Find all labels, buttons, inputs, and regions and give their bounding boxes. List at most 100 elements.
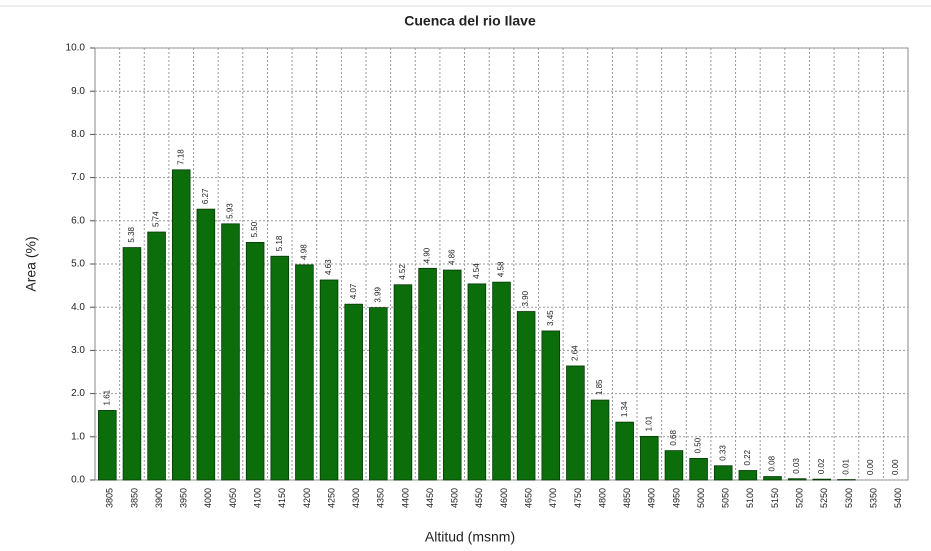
- bar: [122, 247, 142, 481]
- x-tick-label: 4050: [228, 488, 238, 508]
- x-tick-label: 5300: [844, 488, 854, 508]
- bar: [98, 410, 117, 481]
- value-label: 0.00: [891, 459, 900, 475]
- x-tick-label: 3850: [129, 488, 139, 508]
- bar: [787, 478, 807, 481]
- bar: [418, 267, 437, 481]
- y-tick-label: 8.0: [71, 129, 85, 140]
- bar: [689, 457, 708, 481]
- bar: [344, 303, 363, 481]
- bar: [221, 223, 240, 481]
- value-label: 0.68: [669, 430, 678, 446]
- value-label: 0.01: [842, 458, 851, 474]
- value-label: 0.33: [718, 445, 727, 461]
- value-label: 5.18: [275, 235, 284, 251]
- x-tick-label: 4750: [573, 488, 583, 508]
- value-label: 3.99: [373, 287, 382, 303]
- x-tick-label: 4950: [671, 488, 681, 508]
- value-label: 0.22: [743, 449, 752, 465]
- bar: [393, 284, 413, 481]
- value-label: 6.27: [201, 188, 210, 204]
- bar: [590, 399, 610, 481]
- y-tick-label: 6.0: [71, 215, 85, 226]
- value-label: 0.08: [768, 455, 777, 471]
- x-tick-label: 3950: [179, 488, 189, 508]
- chart-title: Cuenca del rio Ilave: [404, 13, 536, 29]
- bar: [369, 307, 388, 481]
- x-tick-label: 4600: [499, 488, 509, 508]
- value-label: 4.54: [472, 263, 481, 279]
- value-label: 1.01: [644, 415, 653, 431]
- x-tick-label: 4400: [400, 488, 410, 508]
- x-tick-label: 4200: [302, 488, 312, 508]
- value-label: 1.85: [595, 379, 604, 395]
- x-tick-label: 5400: [893, 488, 903, 508]
- bar: [738, 470, 758, 481]
- value-label: 4.98: [300, 244, 309, 260]
- bar: [270, 255, 290, 481]
- bar: [812, 478, 832, 481]
- y-tick-label: 0.0: [71, 475, 85, 486]
- bar: [245, 241, 265, 481]
- value-label: 0.03: [792, 458, 801, 474]
- value-label: 0.50: [694, 437, 703, 453]
- x-tick-label: 4500: [450, 488, 460, 508]
- value-label: 5.93: [226, 203, 235, 219]
- x-tick-label: 5350: [868, 488, 878, 508]
- x-tick-label: 4800: [597, 488, 607, 508]
- x-tick-label: 5200: [795, 488, 805, 508]
- value-label: 4.52: [398, 264, 407, 280]
- value-label: 4.90: [423, 247, 432, 263]
- y-tick-label: 9.0: [71, 86, 85, 97]
- bar: [492, 281, 511, 481]
- value-label: 0.02: [817, 458, 826, 474]
- bar: [516, 311, 536, 481]
- x-tick-label: 4250: [326, 488, 336, 508]
- bar: [467, 283, 487, 481]
- value-label: 1.34: [620, 401, 629, 417]
- value-label: 4.58: [497, 261, 506, 277]
- bar: [640, 435, 659, 481]
- value-label: 2.64: [571, 345, 580, 361]
- y-tick-label: 4.0: [71, 302, 85, 313]
- value-label: 0.00: [866, 459, 875, 475]
- y-tick-label: 1.0: [71, 431, 85, 442]
- x-tick-label: 4100: [253, 488, 263, 508]
- bar: [442, 269, 462, 481]
- bar: [713, 465, 733, 481]
- x-tick-label: 5050: [721, 488, 731, 508]
- bar: [295, 264, 314, 481]
- bar: [196, 208, 216, 481]
- bar: [541, 330, 561, 481]
- x-tick-label: 5100: [745, 488, 755, 508]
- x-tick-label: 4150: [277, 488, 287, 508]
- value-label: 4.63: [324, 259, 333, 275]
- value-label: 1.61: [102, 389, 111, 405]
- bar: [566, 365, 585, 481]
- y-tick-label: 7.0: [71, 172, 85, 183]
- x-tick-label: 3900: [154, 488, 164, 508]
- x-axis-label: Altitud (msnm): [425, 529, 515, 545]
- y-axis-label: Area (%): [23, 236, 39, 291]
- value-label: 5.38: [127, 226, 136, 242]
- bar: [615, 421, 634, 481]
- x-tick-label: 5250: [819, 488, 829, 508]
- value-label: 3.45: [546, 310, 555, 326]
- x-tick-label: 4300: [351, 488, 361, 508]
- x-tick-label: 5000: [696, 488, 706, 508]
- x-tick-label: 4550: [474, 488, 484, 508]
- y-tick-label: 10.0: [66, 43, 86, 54]
- y-tick-label: 5.0: [71, 259, 85, 270]
- x-tick-label: 5150: [770, 488, 780, 508]
- bar: [664, 450, 684, 481]
- x-tick-label: 4350: [376, 488, 386, 508]
- value-label: 3.90: [521, 290, 530, 306]
- value-label: 5.50: [250, 221, 259, 237]
- bar: [319, 279, 339, 481]
- x-tick-label: 3805: [105, 488, 115, 508]
- x-tick-label: 4700: [548, 488, 558, 508]
- x-tick-label: 4450: [425, 488, 435, 508]
- x-tick-label: 4650: [524, 488, 534, 508]
- bar: [171, 169, 191, 481]
